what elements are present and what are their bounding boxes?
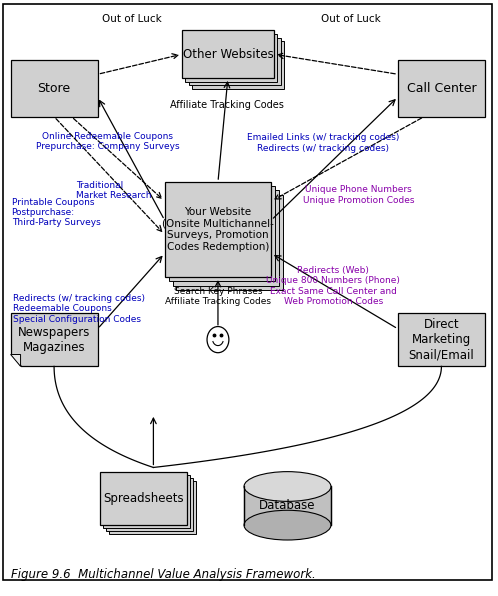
Text: Figure 9.6  Multichannel Value Analysis Framework.: Figure 9.6 Multichannel Value Analysis F… — [10, 568, 315, 581]
Text: Out of Luck: Out of Luck — [103, 14, 162, 23]
Text: Newspapers
Magazines: Newspapers Magazines — [18, 325, 90, 353]
Polygon shape — [10, 355, 20, 367]
Bar — [192, 41, 284, 89]
Bar — [398, 60, 485, 117]
Ellipse shape — [244, 510, 331, 540]
Text: Search Key Phrases
Affiliate Tracking Codes: Search Key Phrases Affiliate Tracking Co… — [165, 287, 271, 306]
Bar — [189, 38, 281, 85]
Ellipse shape — [244, 471, 331, 501]
Bar — [172, 190, 279, 285]
Text: Traditional
Market Research: Traditional Market Research — [76, 181, 152, 200]
Text: Out of Luck: Out of Luck — [321, 14, 380, 23]
Bar — [109, 480, 196, 534]
Bar — [185, 34, 277, 82]
Text: Spreadsheets: Spreadsheets — [103, 492, 184, 505]
Text: Store: Store — [37, 82, 71, 95]
Text: Redirects (w/ tracking codes)
Redeemable Coupons
Special Configuration Codes: Redirects (w/ tracking codes) Redeemable… — [13, 294, 145, 324]
Bar — [176, 194, 283, 290]
Bar — [100, 471, 187, 525]
Text: Affiliate Tracking Codes: Affiliate Tracking Codes — [170, 100, 283, 110]
Text: Other Websites: Other Websites — [183, 48, 273, 61]
Text: Redirects (Web)
Unique 800 Numbers (Phone)
Exact Same Call Center and
Web Promot: Redirects (Web) Unique 800 Numbers (Phon… — [266, 266, 400, 306]
Bar — [106, 477, 193, 531]
Text: Call Center: Call Center — [407, 82, 476, 95]
Bar — [244, 486, 331, 525]
Polygon shape — [10, 313, 98, 367]
Text: Direct
Marketing
Snail/Email: Direct Marketing Snail/Email — [408, 318, 474, 361]
Bar — [164, 182, 271, 277]
Text: Online Redeemable Coupons
Prepurchase: Company Surveys: Online Redeemable Coupons Prepurchase: C… — [36, 132, 179, 151]
Text: Database: Database — [259, 499, 316, 513]
Bar — [103, 474, 190, 528]
Bar — [10, 60, 98, 117]
Text: Unique Phone Numbers
Unique Promotion Codes: Unique Phone Numbers Unique Promotion Co… — [302, 185, 414, 205]
Text: Emailed Links (w/ tracking codes)
Redirects (w/ tracking codes): Emailed Links (w/ tracking codes) Redire… — [248, 133, 400, 153]
Bar — [168, 186, 275, 281]
Bar — [182, 30, 274, 78]
Text: Printable Coupons
Postpurchase:
Third-Party Surveys: Printable Coupons Postpurchase: Third-Pa… — [11, 198, 101, 228]
Text: Your Website
(Onsite Multichannel-
Surveys, Promotion
Codes Redemption): Your Website (Onsite Multichannel- Surve… — [162, 207, 274, 252]
Bar — [398, 313, 485, 367]
